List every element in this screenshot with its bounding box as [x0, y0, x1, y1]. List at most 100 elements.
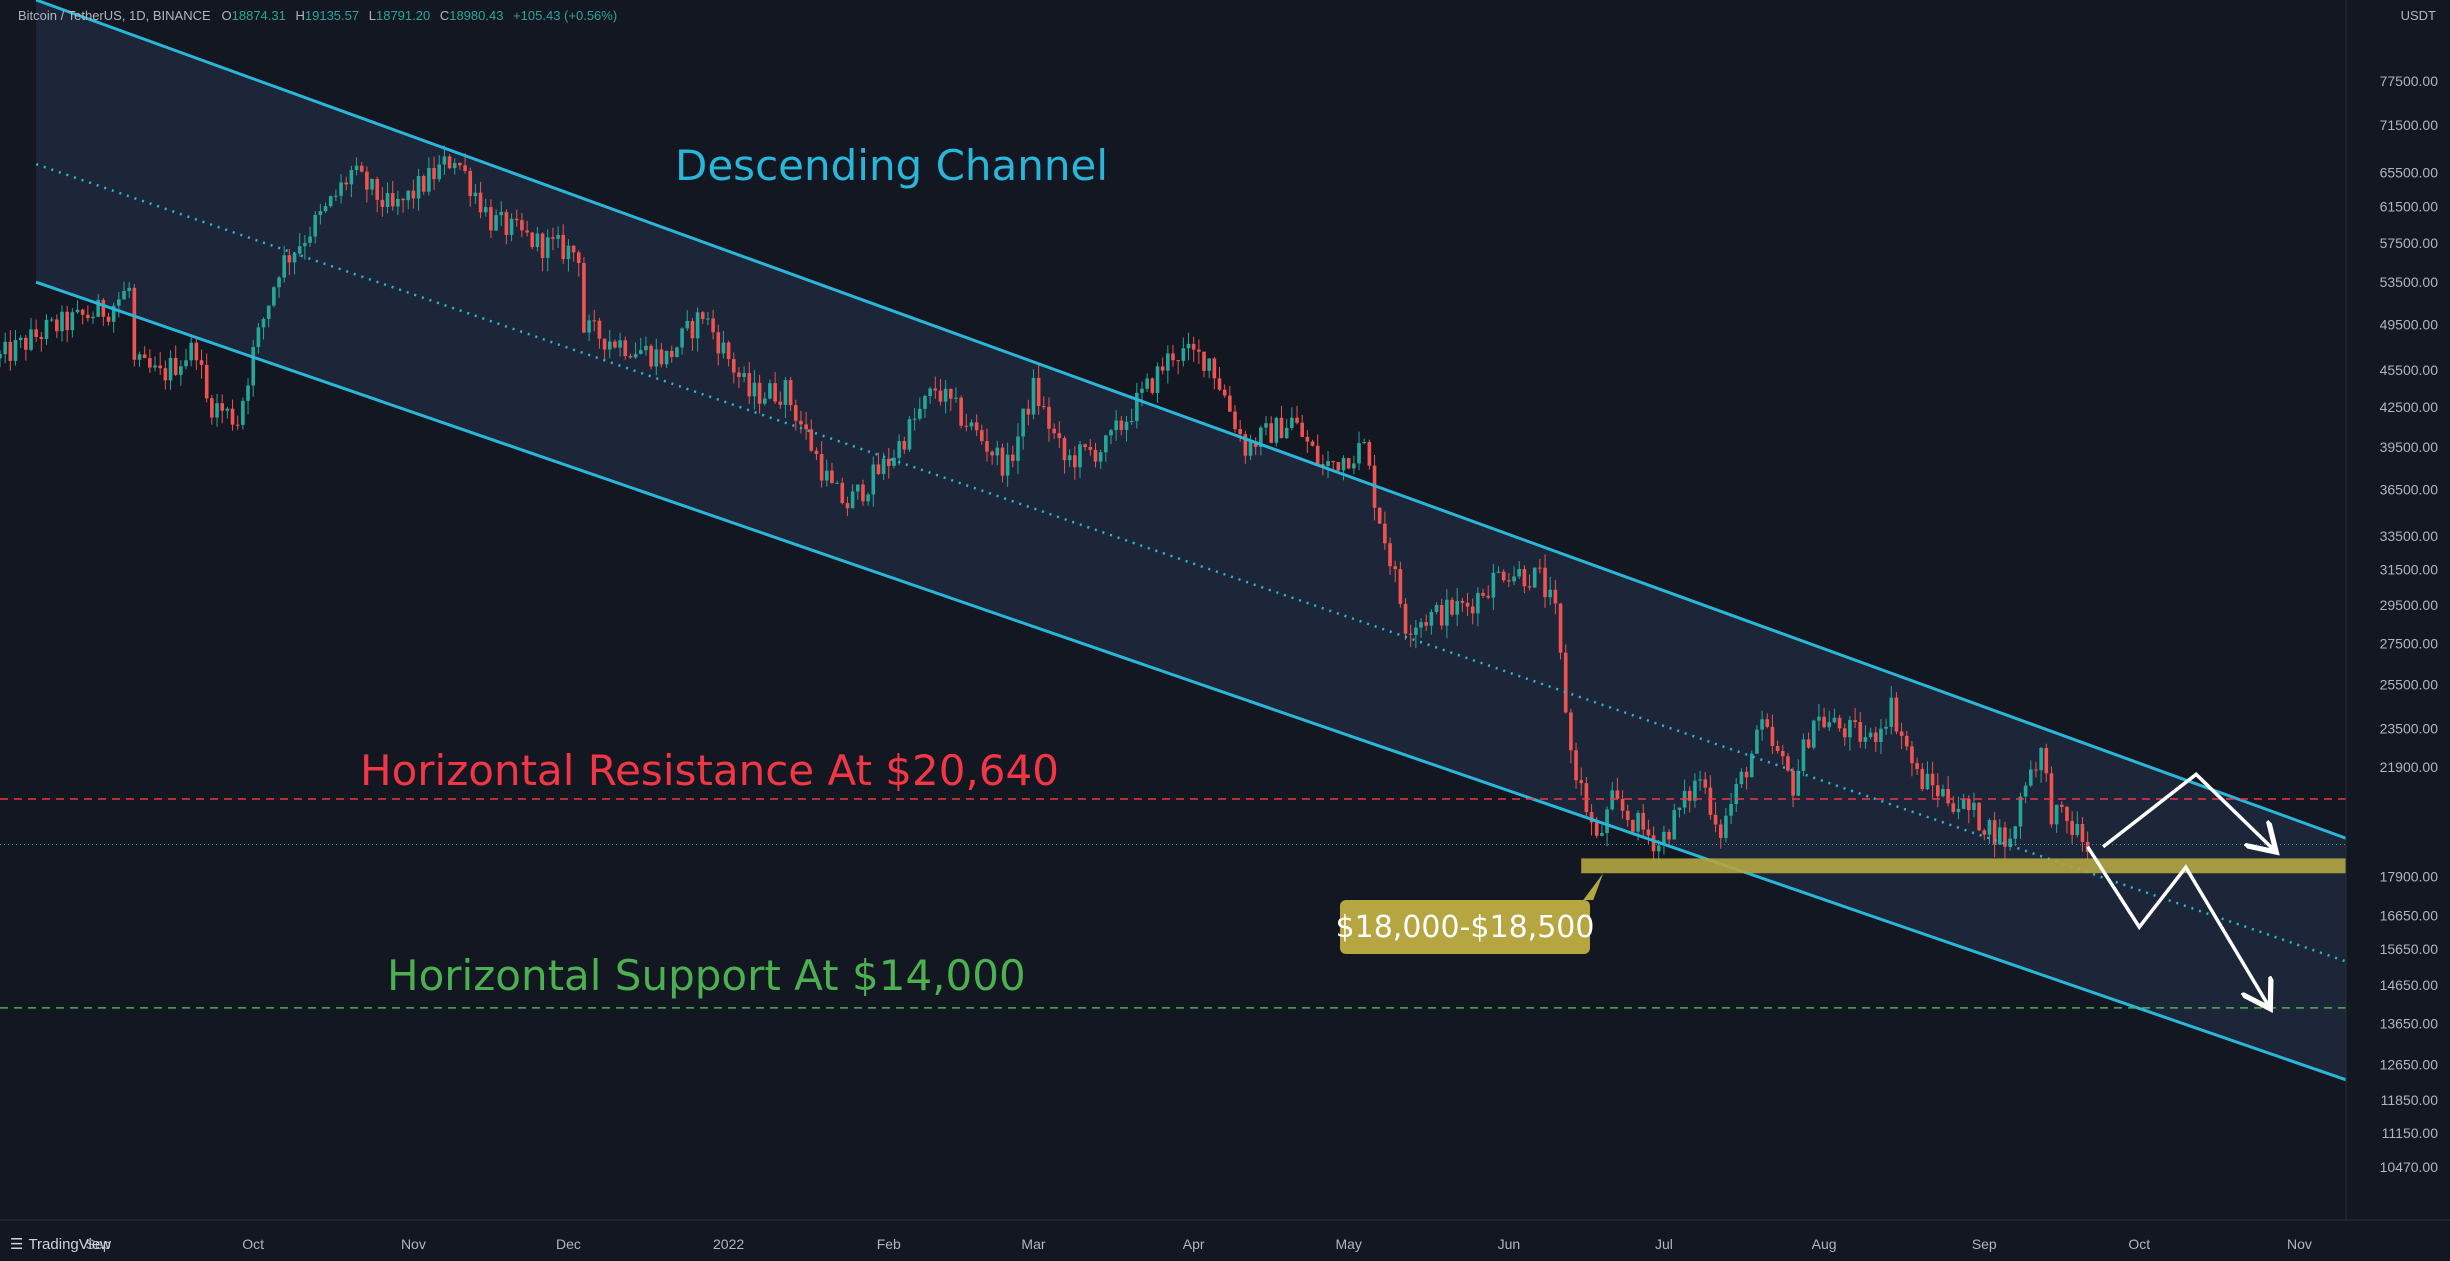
- candle-body: [1770, 726, 1775, 746]
- candle-body: [1424, 622, 1429, 626]
- candle-body: [313, 214, 318, 237]
- candle-body: [1186, 343, 1191, 349]
- candle-body: [1098, 452, 1103, 462]
- candle-body: [1326, 461, 1330, 467]
- channel-lower-line[interactable]: [35, 280, 2347, 1082]
- x-tick-label: Feb: [877, 1236, 901, 1252]
- candle-body: [1191, 343, 1196, 350]
- candle-body: [1228, 395, 1232, 412]
- candle-body: [1739, 771, 1744, 785]
- candle-body: [1605, 809, 1609, 834]
- y-tick-label: 31500.00: [2380, 562, 2439, 578]
- candle-body: [861, 484, 865, 502]
- candle-body: [773, 383, 777, 402]
- candle-body: [1073, 455, 1077, 468]
- candle-body: [308, 236, 312, 243]
- candle-body: [923, 395, 927, 409]
- candle-body: [1124, 421, 1129, 430]
- y-tick-label: 16650.00: [2380, 908, 2439, 924]
- candle-body: [1202, 351, 1206, 371]
- candle-body: [1104, 435, 1108, 453]
- candle-body: [1868, 732, 1873, 738]
- candle-body: [644, 345, 648, 351]
- candle-body: [1527, 586, 1532, 588]
- candle-body: [1899, 731, 1904, 736]
- candle-body: [1248, 441, 1253, 456]
- candle-body: [1362, 441, 1367, 444]
- y-tick-label: 12650.00: [2380, 1057, 2439, 1073]
- candle-body: [1992, 820, 1997, 845]
- candle-body: [1377, 507, 1382, 524]
- candle-body: [1687, 790, 1692, 801]
- candle-body: [1036, 377, 1041, 407]
- candle-body: [2034, 769, 2038, 771]
- candle-body: [359, 165, 364, 172]
- candle-body: [866, 494, 870, 502]
- candle-body: [1109, 430, 1113, 436]
- candle-body: [1558, 603, 1563, 653]
- candle-body: [788, 380, 793, 406]
- change-value: +105.43 (+0.56%): [513, 8, 618, 23]
- candle-body: [654, 349, 659, 367]
- candle-body: [1538, 567, 1542, 569]
- zone-callout-pointer: [1583, 873, 1604, 900]
- candle-body: [830, 470, 834, 484]
- candle-body: [1718, 824, 1723, 838]
- candle-body: [1150, 378, 1155, 393]
- candle-body: [917, 408, 922, 419]
- candle-body: [365, 171, 369, 190]
- x-tick-label: Jul: [1655, 1236, 1673, 1252]
- candle-body: [65, 311, 69, 331]
- channel-median-line[interactable]: [35, 163, 2347, 963]
- candle-body: [520, 220, 524, 231]
- candle-body: [1383, 523, 1387, 544]
- candle-body: [1352, 463, 1356, 469]
- candle-body: [1625, 810, 1630, 820]
- candle-body: [122, 290, 126, 300]
- support-zone-box[interactable]: [1581, 858, 2346, 874]
- candle-body: [809, 429, 814, 451]
- candle-body: [1047, 406, 1051, 429]
- candle-body: [556, 234, 560, 239]
- candle-body: [1465, 602, 1470, 607]
- candle-body: [943, 388, 948, 402]
- candle-body: [1941, 789, 1945, 797]
- candle-body: [799, 420, 803, 425]
- candle-body: [1264, 423, 1268, 428]
- candle-body: [91, 316, 95, 319]
- price-axis-panel[interactable]: [2346, 0, 2450, 1261]
- candle-body: [354, 165, 359, 170]
- candle-body: [499, 211, 504, 216]
- candle-body: [334, 195, 338, 197]
- candle-body: [1470, 606, 1475, 614]
- y-tick-label: 10470.00: [2380, 1159, 2439, 1175]
- zone-callout-label: $18,000-$18,500: [1336, 910, 1595, 945]
- candle-body: [230, 408, 235, 425]
- candle-body: [1067, 455, 1072, 461]
- candle-body: [148, 358, 152, 368]
- candle-body: [1388, 543, 1392, 567]
- brand-name: TradingView: [28, 1235, 111, 1253]
- candle-body: [892, 457, 896, 467]
- candle-body: [18, 337, 23, 341]
- candle-body: [700, 312, 705, 319]
- candle-body: [13, 340, 18, 361]
- symbol-name[interactable]: Bitcoin / TetherUS, 1D, BINANCE: [18, 8, 211, 23]
- candle-body: [1222, 389, 1227, 396]
- candle-body: [49, 319, 54, 321]
- currency-label[interactable]: USDT: [2400, 8, 2436, 23]
- candle-body: [1481, 592, 1485, 596]
- candle-body: [204, 364, 209, 399]
- candle-body: [525, 230, 529, 233]
- y-tick-label: 45500.00: [2380, 362, 2439, 378]
- footer-brand[interactable]: ☰ TradingView: [10, 1235, 111, 1254]
- y-tick-label: 25500.00: [2380, 676, 2439, 692]
- candle-body: [1729, 803, 1733, 816]
- candle-body: [1589, 812, 1594, 823]
- candle-body: [1233, 411, 1237, 430]
- candle-body: [1279, 417, 1284, 439]
- candle-body: [1662, 831, 1666, 846]
- channel-upper-line[interactable]: [35, 0, 2347, 840]
- candle-body: [101, 299, 106, 317]
